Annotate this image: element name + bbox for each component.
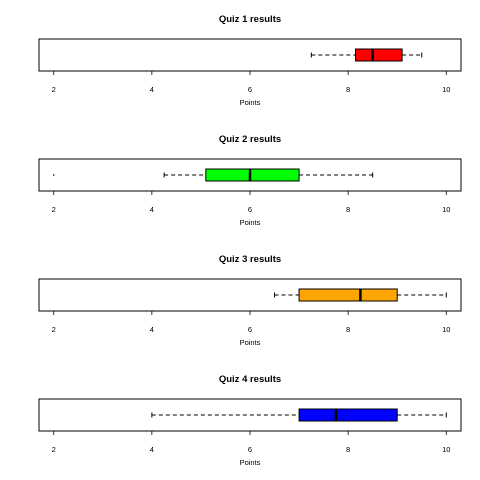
quiz-1-x-tick-label: 10 [442, 85, 450, 94]
quiz-4-x-tick-label: 4 [150, 445, 154, 454]
quiz-4-x-tick-label: 2 [52, 445, 56, 454]
quiz-2-x-tick-label: 4 [150, 205, 154, 214]
quiz-1-x-axis-label: Points [240, 98, 261, 107]
quiz-4-chart-title: Quiz 4 results [219, 374, 281, 385]
quiz-3-x-tick-label: 4 [150, 325, 154, 334]
quiz-1-chart-title: Quiz 1 results [219, 14, 281, 25]
quiz-4-x-tick-label: 6 [248, 445, 252, 454]
quiz-3-iqr-box [298, 288, 398, 302]
quiz-3-x-tick-label: 2 [52, 325, 56, 334]
quiz-4-x-tick-label: 10 [442, 445, 450, 454]
quiz-2-chart-title: Quiz 2 results [219, 134, 281, 145]
quiz-4-x-axis-label: Points [240, 458, 261, 467]
quiz-1-x-tick-label: 2 [52, 85, 56, 94]
quiz-1-iqr-box [355, 48, 403, 62]
quiz-3-chart-title: Quiz 3 results [219, 254, 281, 265]
quiz-3-x-tick-label: 6 [248, 325, 252, 334]
quiz-3-x-axis-label: Points [240, 338, 261, 347]
quiz-2-x-axis-label: Points [240, 218, 261, 227]
quiz-2-outlier-point [52, 174, 55, 176]
quiz-2-x-tick-label: 8 [346, 205, 350, 214]
quiz-2-x-tick-label: 10 [442, 205, 450, 214]
quiz-1-x-tick-label: 6 [248, 85, 252, 94]
quiz-4-iqr-box [298, 408, 398, 422]
quiz-1-x-tick-label: 4 [150, 85, 154, 94]
quiz-1-x-tick-label: 8 [346, 85, 350, 94]
quiz-2-x-tick-label: 2 [52, 205, 56, 214]
quiz-2-iqr-box [205, 168, 300, 182]
quiz-2-x-tick-label: 6 [248, 205, 252, 214]
quiz-3-x-tick-label: 8 [346, 325, 350, 334]
quiz-3-x-tick-label: 10 [442, 325, 450, 334]
quiz-4-x-tick-label: 8 [346, 445, 350, 454]
